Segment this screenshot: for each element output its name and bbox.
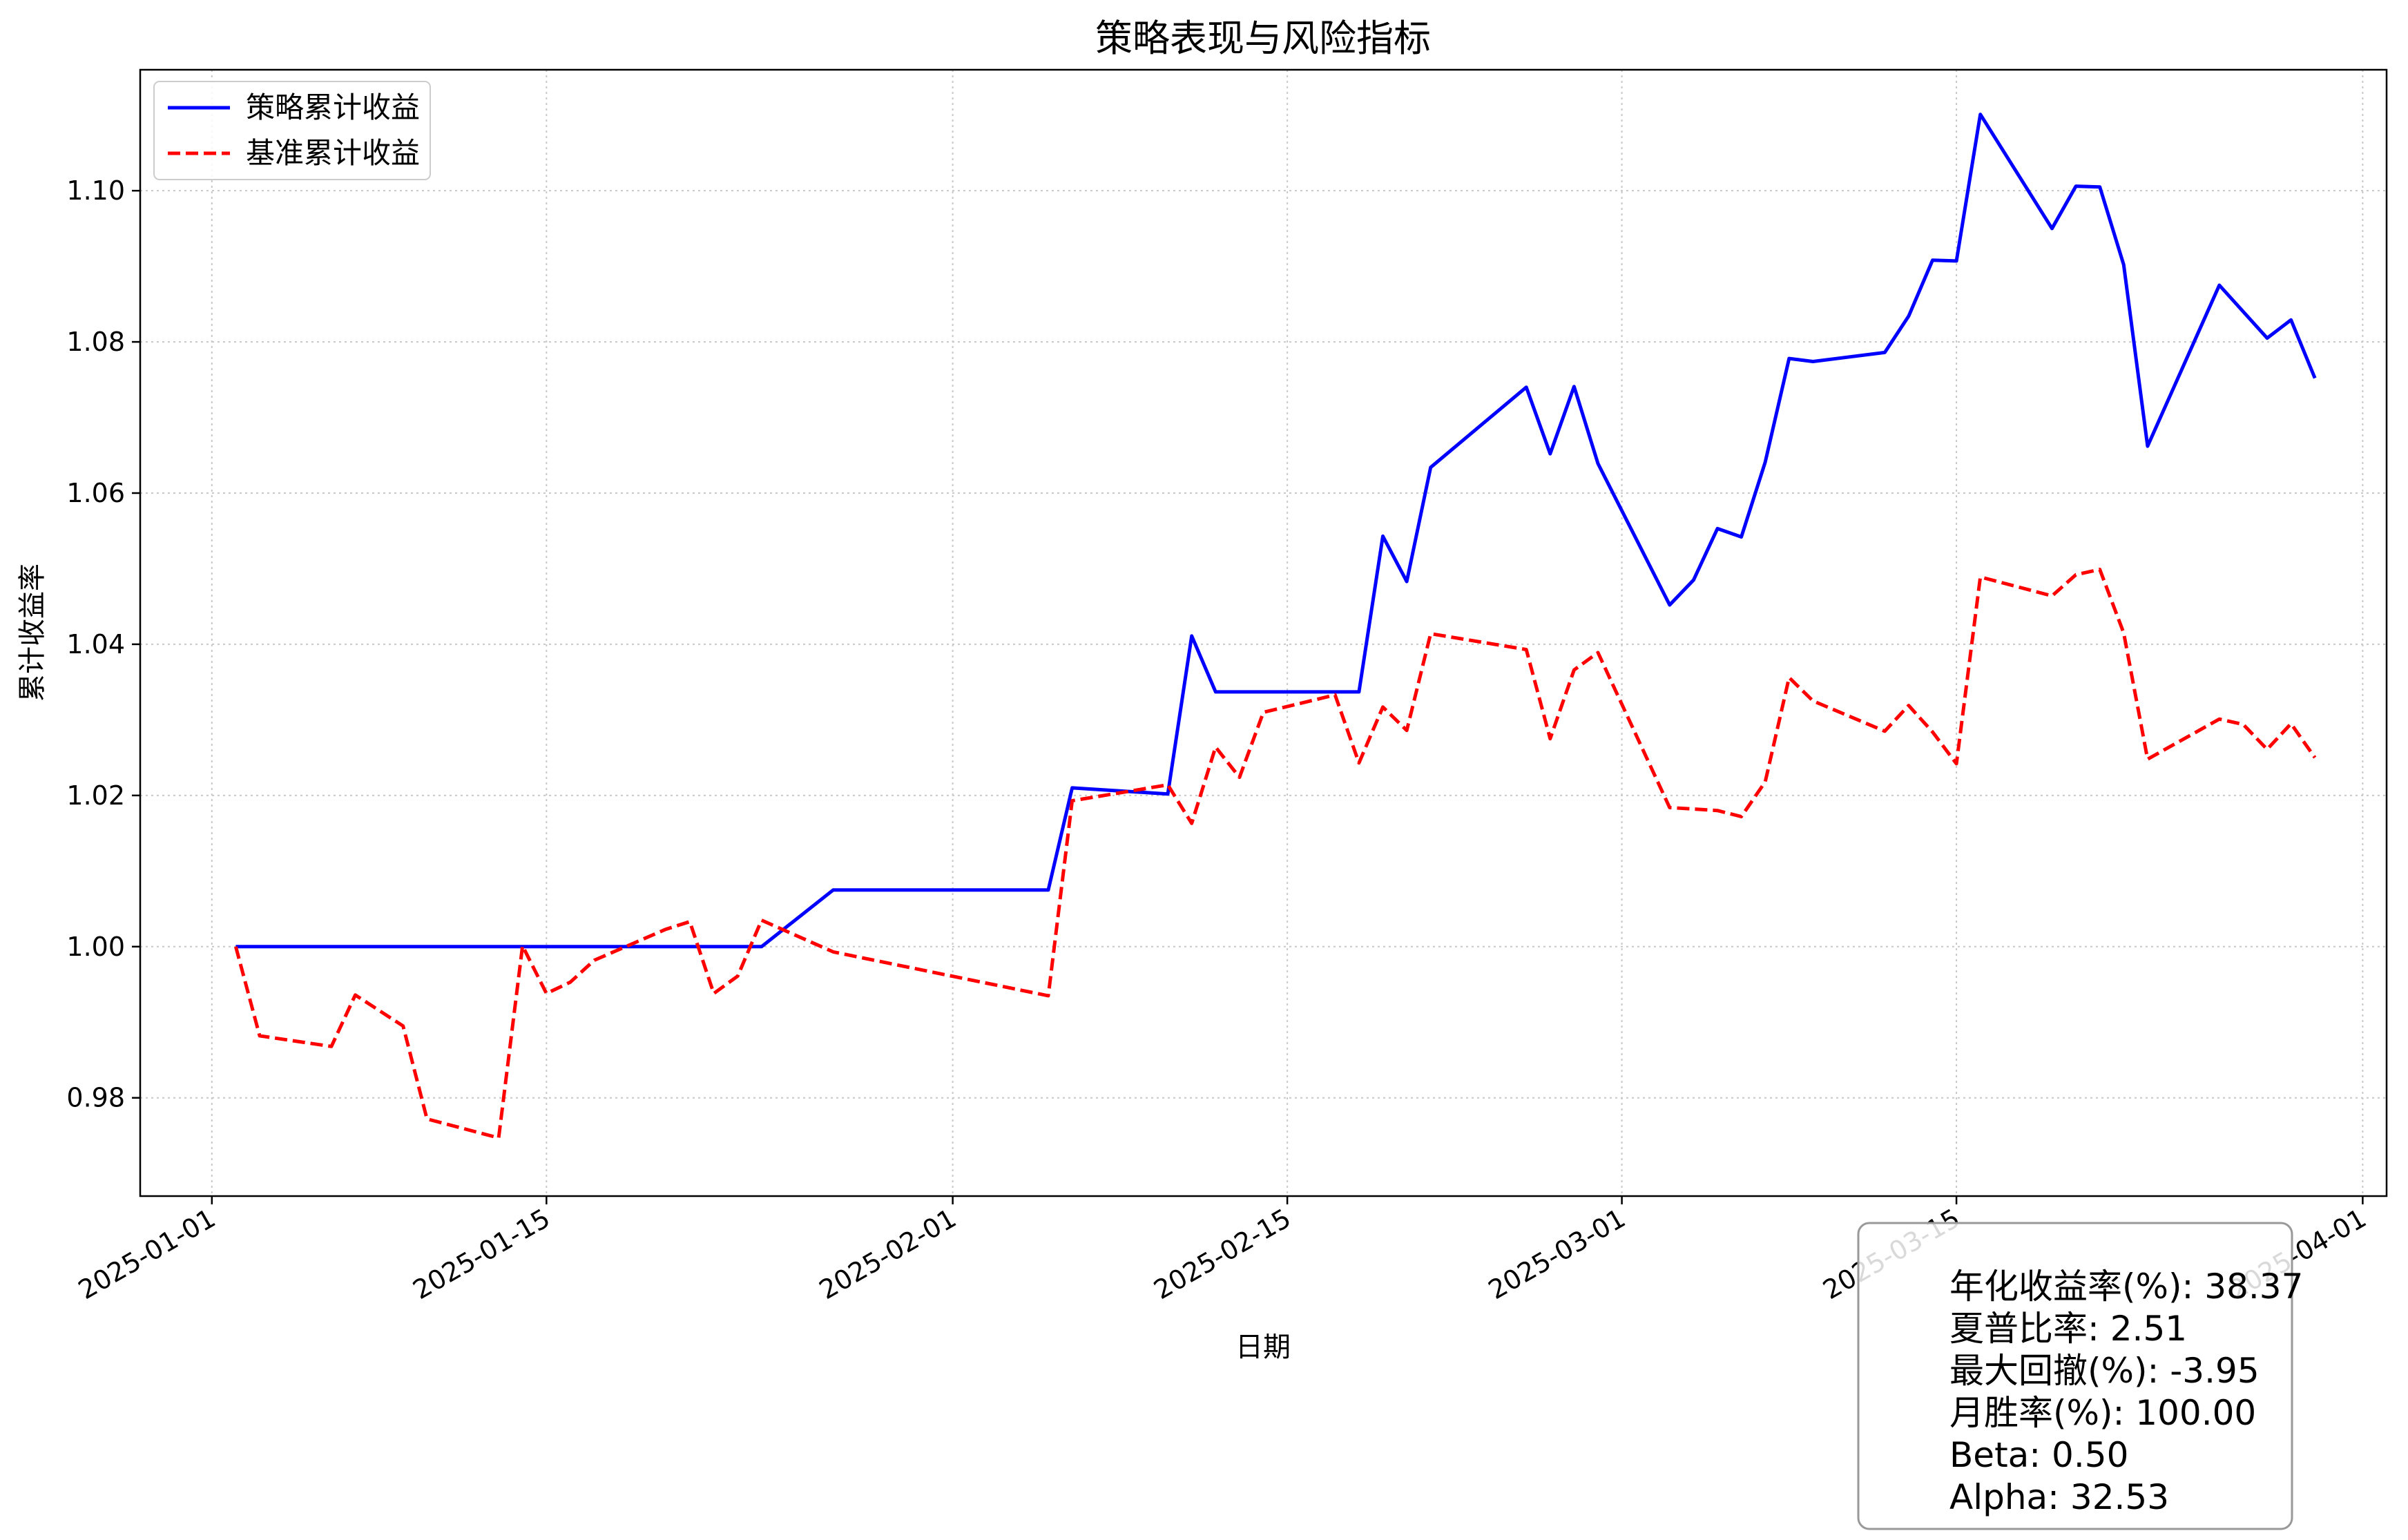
y-tick-label: 1.06 <box>66 478 125 508</box>
grid <box>140 70 2387 1196</box>
x-axis-title: 日期 <box>1235 1331 1291 1363</box>
legend: 策略累计收益 基准累计收益 <box>153 81 431 180</box>
y-tick-label: 1.02 <box>66 780 125 811</box>
y-axis-ticks: 0.98 1.00 1.02 1.04 1.06 1.08 1.10 <box>66 175 140 1113</box>
legend-label-benchmark: 基准累计收益 <box>246 136 420 170</box>
stat-annual-return: 年化收益率(%): 38.37 <box>1949 1267 2303 1307</box>
y-tick-label: 0.98 <box>66 1083 125 1113</box>
y-tick-label: 1.10 <box>66 175 125 206</box>
stats-box: 年化收益率(%): 38.37 夏普比率: 2.51 最大回撤(%): -3.9… <box>1857 1222 2303 1530</box>
strategy-line <box>235 113 2317 949</box>
chart-title: 策略表现与风险指标 <box>1095 17 1431 60</box>
y-tick-label: 1.04 <box>66 629 125 660</box>
stat-monthly-winrate: 月胜率(%): 100.00 <box>1949 1393 2256 1433</box>
stats-box-frame <box>1857 1222 2293 1530</box>
stat-alpha: Alpha: 32.53 <box>1949 1477 2169 1517</box>
stat-beta: Beta: 0.50 <box>1949 1435 2128 1475</box>
y-tick-label: 1.08 <box>66 327 125 357</box>
plot-frame <box>139 68 2388 1197</box>
stat-max-drawdown: 最大回撤(%): -3.95 <box>1949 1351 2260 1391</box>
benchmark-line <box>233 568 2317 1140</box>
stat-sharpe: 夏普比率: 2.51 <box>1949 1309 2187 1349</box>
legend-label-strategy: 策略累计收益 <box>246 90 420 124</box>
y-axis-title: 累计收益率 <box>17 564 48 702</box>
series-layer <box>233 113 2317 1140</box>
y-tick-label: 1.00 <box>66 932 125 962</box>
